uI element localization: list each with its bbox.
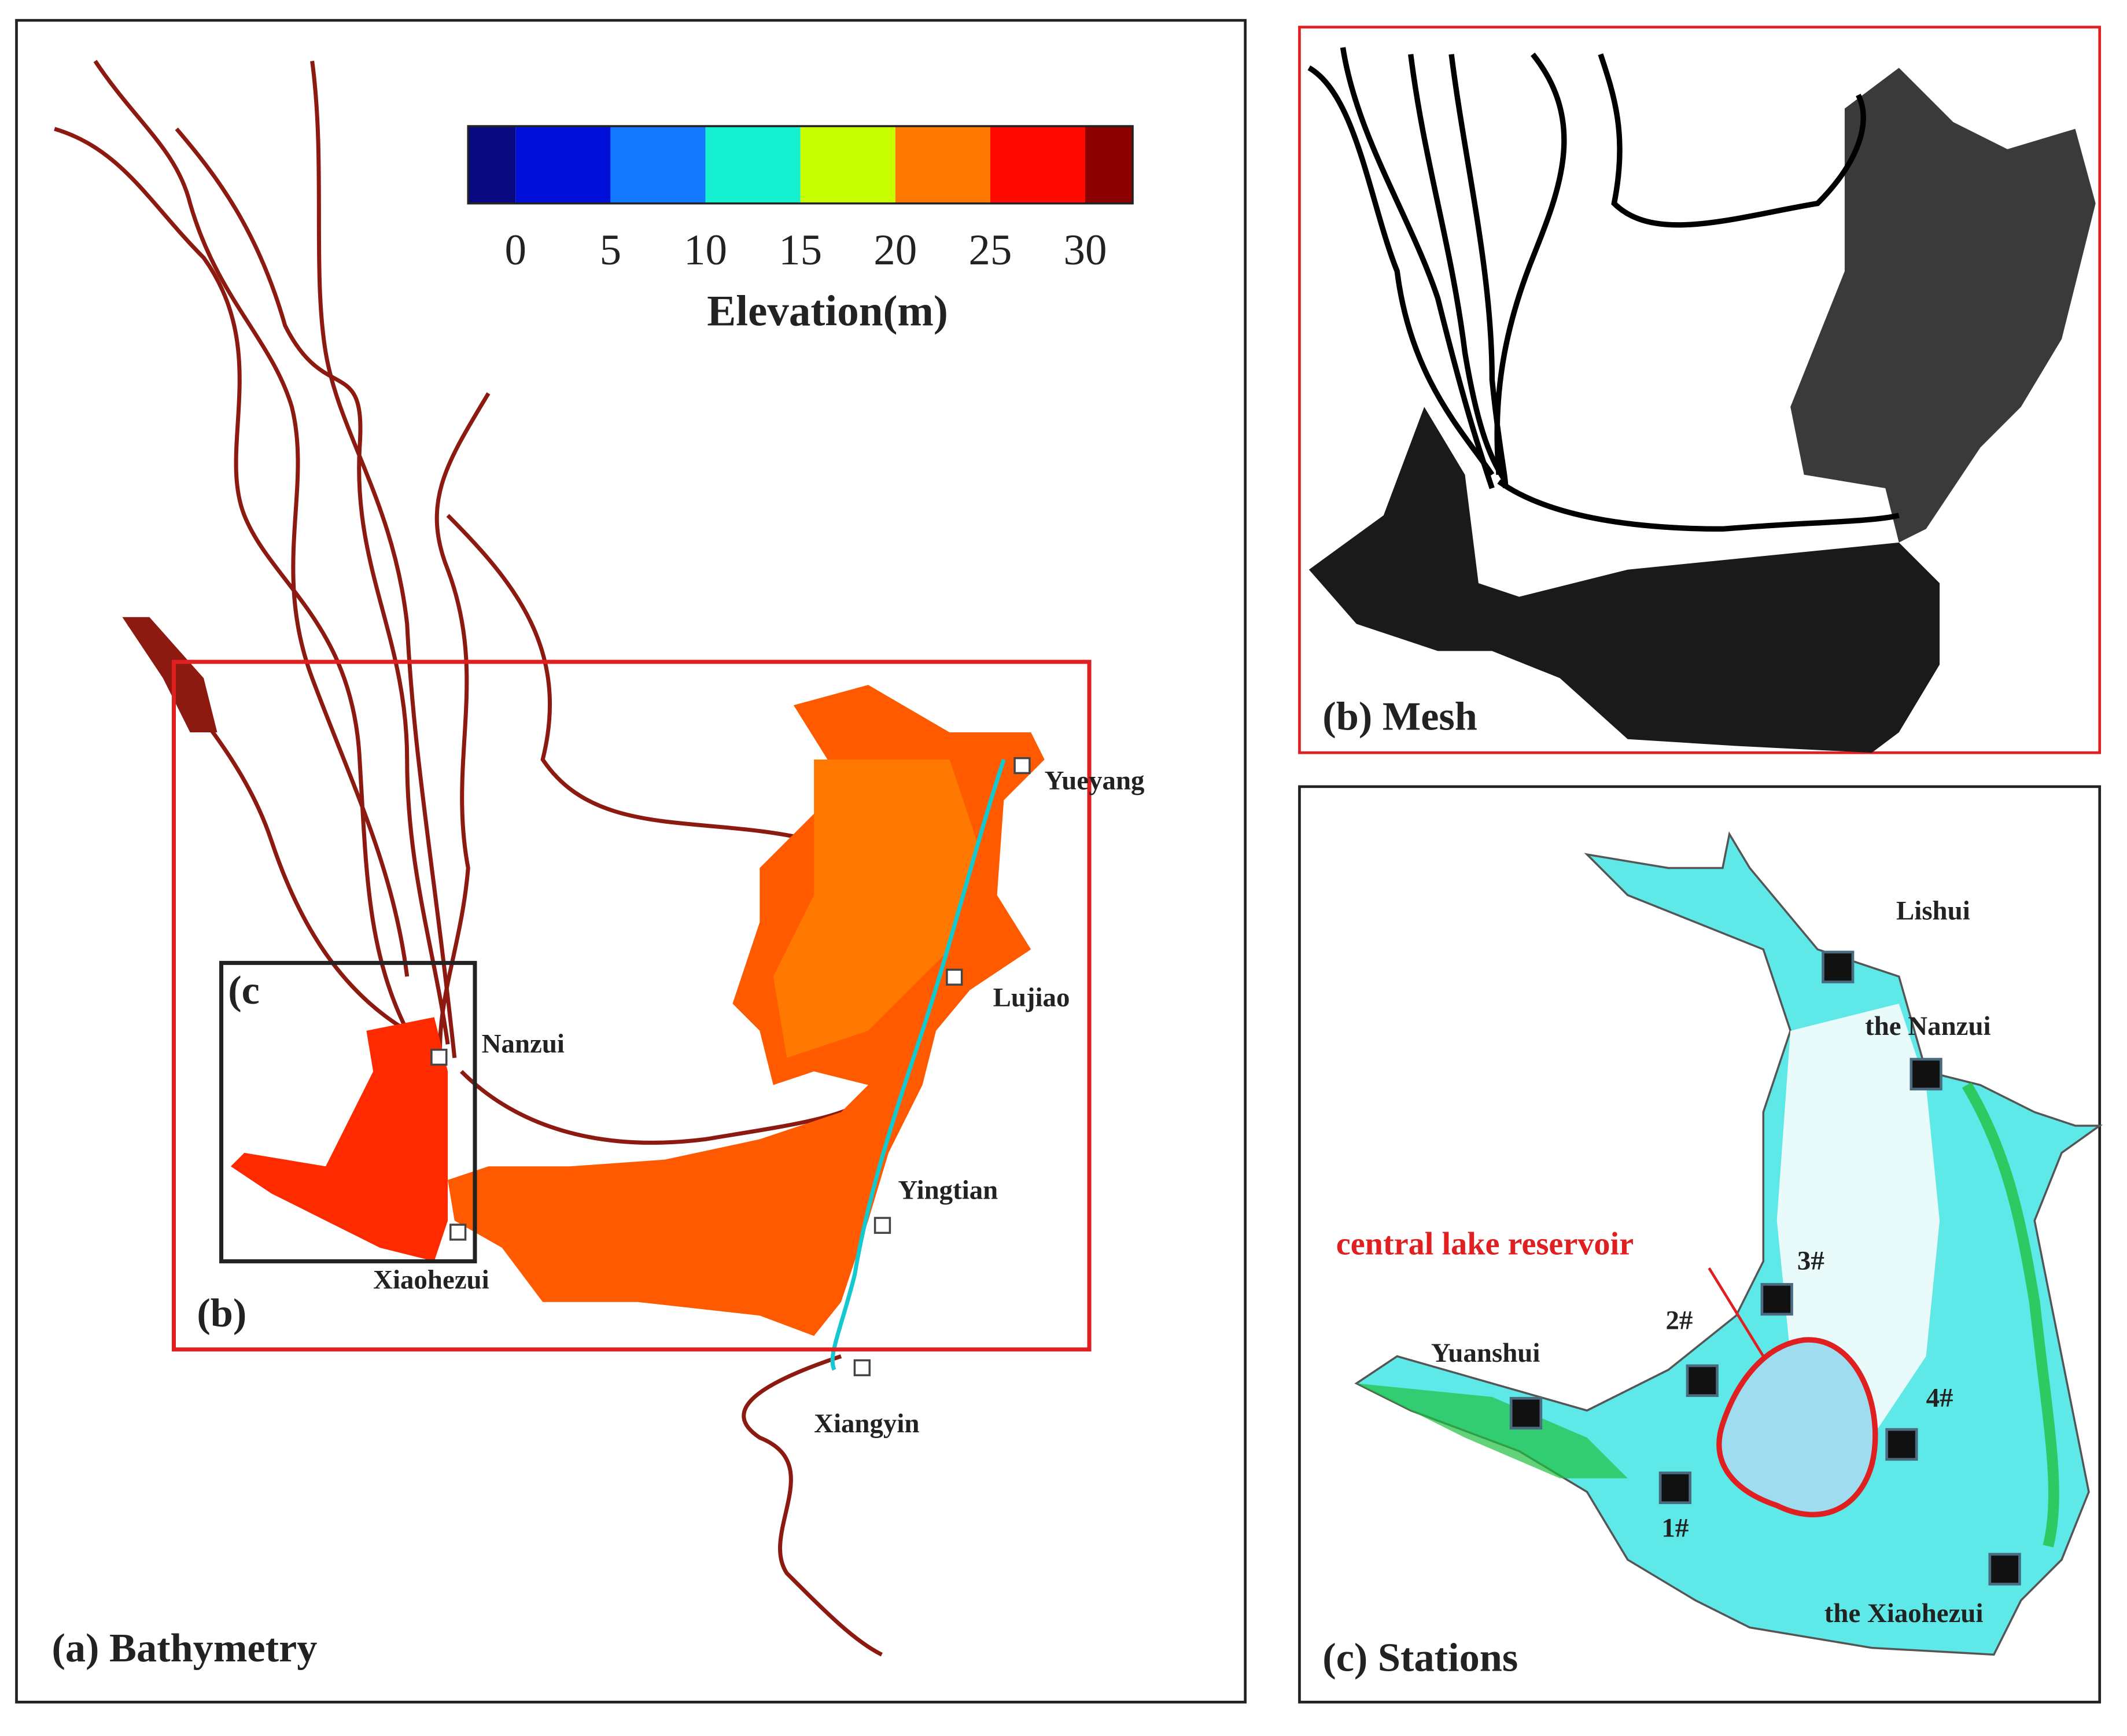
place-label: the Nanzui <box>1865 1011 1990 1041</box>
colorbar-segment <box>990 126 1086 204</box>
colorbar-segment <box>1085 126 1133 204</box>
place-label: Xiaohezui <box>373 1265 489 1295</box>
box-b-label: (b) <box>197 1291 246 1336</box>
colorbar-frame <box>467 125 1134 205</box>
panel-a-frame <box>15 19 1247 1704</box>
colorbar-tick-label: 5 <box>600 226 622 274</box>
place-label: Yuanshui <box>1431 1338 1540 1368</box>
place-label: Xiangyin <box>814 1409 919 1439</box>
box-c-label: (c <box>228 968 260 1013</box>
station-label: 3# <box>1797 1245 1824 1276</box>
gauges <box>430 757 1031 1377</box>
colorbar-segment <box>705 126 801 204</box>
place-label: Yingtian <box>898 1175 998 1206</box>
station-label: 1# <box>1661 1513 1689 1543</box>
reservoir <box>1716 1337 1878 1517</box>
lake-east-shallow <box>773 759 977 1058</box>
colorbar-tick-label: 15 <box>779 226 822 274</box>
colorbar-segment <box>895 126 990 204</box>
colorbar-tick-label: 30 <box>1064 226 1107 274</box>
colorbar-tick-label: 10 <box>684 226 727 274</box>
box-b <box>171 659 1092 1352</box>
panel-c-frame <box>1298 785 2102 1704</box>
colorbar-tick-label: 0 <box>505 226 527 274</box>
panel-a-label: (a) Bathymetry <box>51 1626 317 1671</box>
stations <box>1509 950 2021 1586</box>
mesh <box>1307 47 2096 753</box>
station-label: 4# <box>1926 1383 1953 1413</box>
lake-deep <box>1776 1003 1940 1438</box>
colorbar-segment <box>515 126 611 204</box>
station-label: 2# <box>1665 1306 1693 1336</box>
reservoir-label: central lake reservoir <box>1336 1226 1634 1262</box>
place-label: Yueyang <box>1045 766 1145 796</box>
river-head <box>122 617 218 733</box>
colorbar-segment <box>610 126 706 204</box>
colorbar-tick-label: 25 <box>968 226 1012 274</box>
colorbar-title: Elevation(m) <box>707 288 948 336</box>
shallow-green <box>1962 1082 2059 1548</box>
place-label: Lujiao <box>993 983 1070 1013</box>
place-label: Nanzui <box>482 1029 565 1059</box>
channel <box>830 758 1006 1371</box>
colorbar: 0 5 10 15 20 25 30 <box>467 125 1134 274</box>
place-label: the Xiaohezui <box>1824 1598 1984 1628</box>
panel-b-frame <box>1298 25 2102 754</box>
lake-west <box>230 1017 448 1262</box>
shallow-green <box>1356 1383 1628 1479</box>
panel-b-label: (b) Mesh <box>1322 694 1477 739</box>
reservoir-arrow <box>1708 1267 1765 1357</box>
colorbar-segment <box>468 126 516 204</box>
box-c <box>219 961 477 1263</box>
panel-c-label: (c) Stations <box>1322 1635 1518 1680</box>
place-label: Lishui <box>1896 896 1970 926</box>
colorbar-segment <box>800 126 895 204</box>
colorbar-tick-label: 20 <box>873 226 917 274</box>
